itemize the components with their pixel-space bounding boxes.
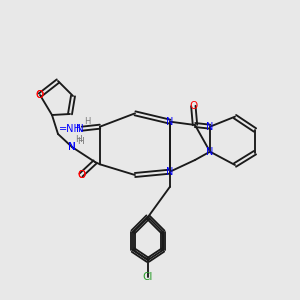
Text: H: H	[84, 117, 90, 126]
Text: N: N	[166, 117, 174, 127]
Text: H: H	[76, 136, 82, 145]
Text: O: O	[36, 90, 44, 100]
Text: O: O	[77, 170, 85, 180]
Text: N: N	[206, 147, 214, 157]
Text: N: N	[68, 142, 76, 152]
Text: =NH: =NH	[59, 124, 82, 134]
Text: O: O	[77, 170, 85, 180]
Text: N: N	[206, 122, 214, 132]
Text: N: N	[68, 142, 76, 152]
Text: N: N	[76, 124, 84, 134]
Text: O: O	[36, 90, 44, 100]
Text: H: H	[76, 136, 83, 146]
Text: N: N	[166, 167, 174, 177]
Text: O: O	[189, 101, 197, 111]
Text: Cl: Cl	[143, 272, 153, 282]
